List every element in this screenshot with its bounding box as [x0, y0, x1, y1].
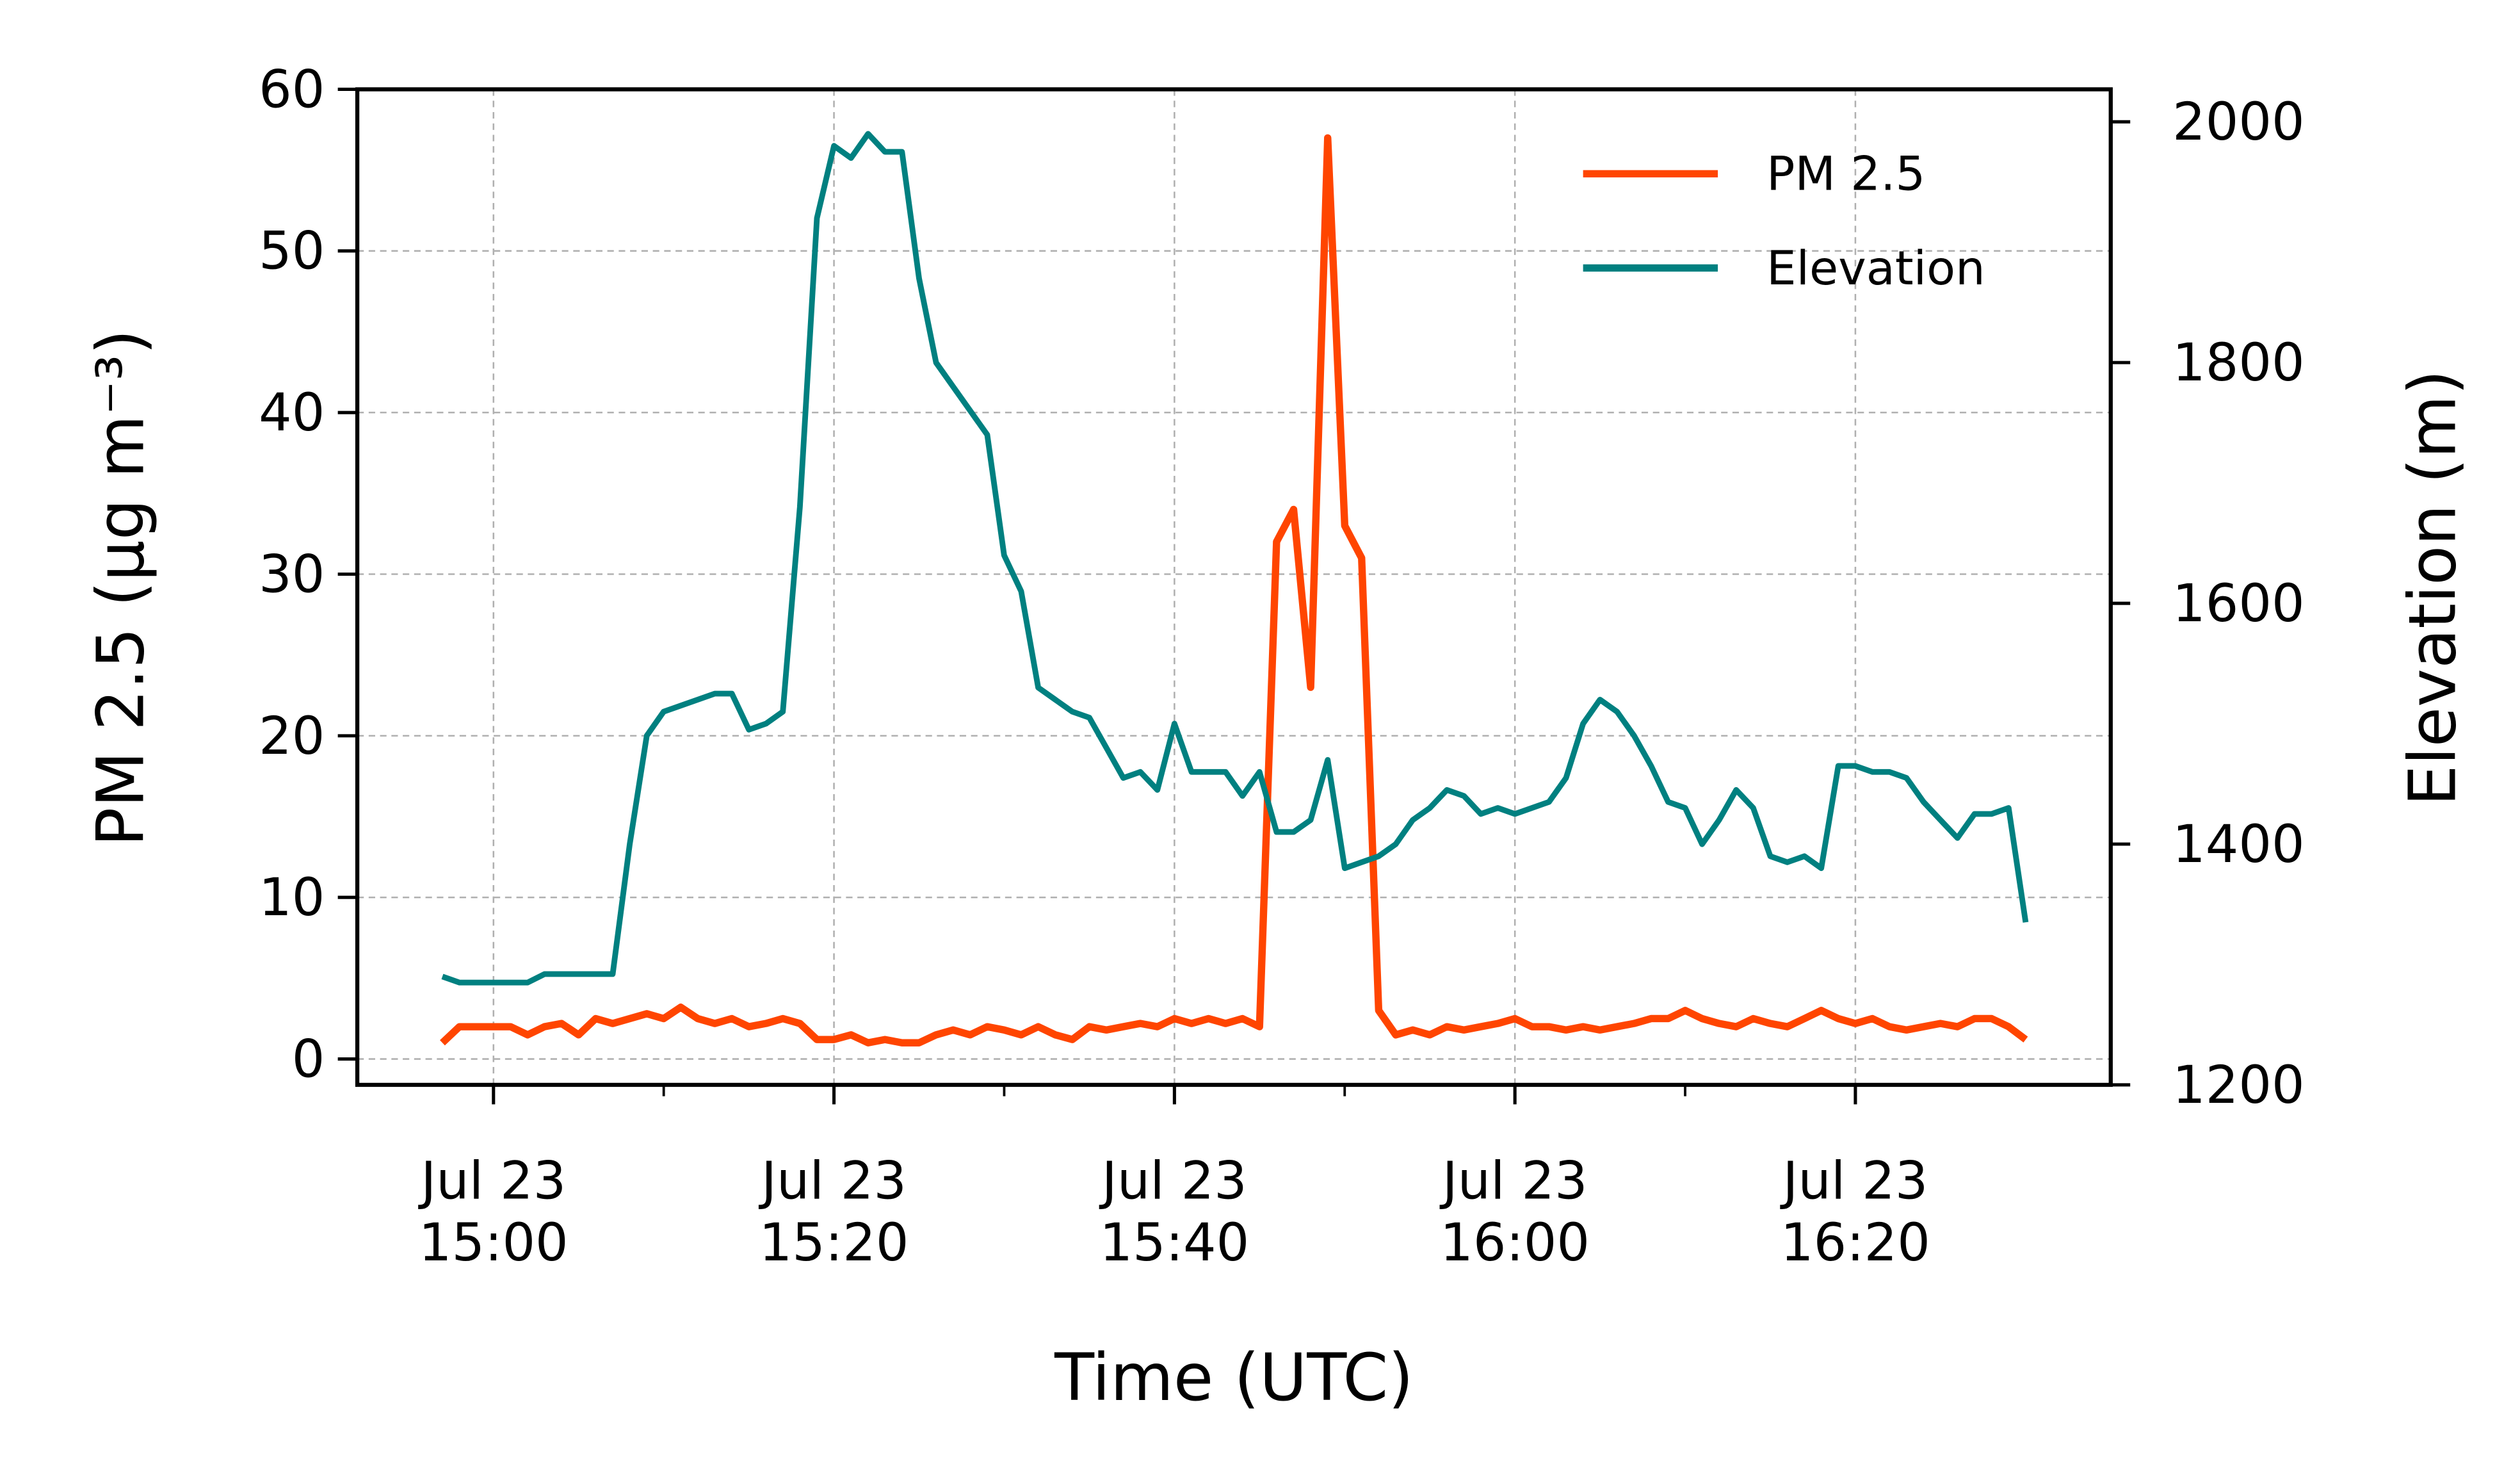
y-tick-label: 10	[259, 868, 325, 928]
series-line	[441, 131, 2029, 986]
legend-label: Elevation	[1766, 241, 1985, 296]
y-tick-label: 60	[259, 60, 325, 120]
legend-label: PM 2.5	[1766, 147, 1925, 202]
x-tick-label: Jul 23 15:20	[758, 1151, 909, 1273]
y-tick-label: 40	[259, 383, 325, 443]
y-tick-label: 0	[292, 1029, 325, 1089]
y2-tick-label: 1600	[2172, 574, 2304, 634]
x-tick-label: Jul 23 16:20	[1779, 1151, 1930, 1273]
y2-axis-label: Elevation (m)	[2395, 370, 2470, 806]
x-tick-label: Jul 23 15:00	[417, 1151, 568, 1273]
x-axis-label: Time (UTC)	[1054, 1340, 1414, 1415]
y-tick-label: 20	[259, 706, 325, 767]
plot-frame	[355, 87, 2113, 1087]
y2-tick-label: 2000	[2172, 92, 2304, 152]
y-tick-label: 50	[259, 222, 325, 282]
series-line	[440, 134, 2028, 1046]
y-tick-label: 30	[259, 544, 325, 605]
y2-tick-label: 1800	[2172, 333, 2304, 393]
x-tick-label: Jul 23 15:40	[1099, 1151, 1249, 1273]
y-axis-label: PM 2.5 (μg m⁻³)	[83, 329, 158, 847]
y2-tick-label: 1200	[2172, 1055, 2304, 1116]
x-tick-label: Jul 23 16:00	[1439, 1151, 1590, 1273]
y2-tick-label: 1400	[2172, 815, 2304, 875]
